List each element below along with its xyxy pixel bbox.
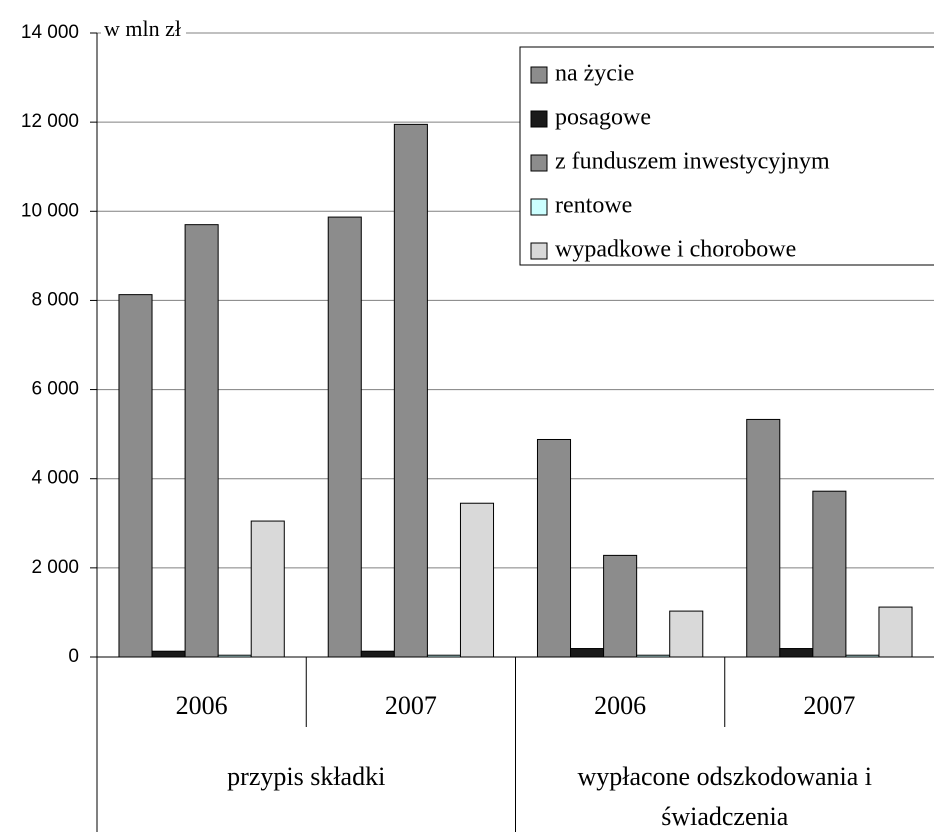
legend-label: z funduszem inwestycyjnym (555, 149, 830, 175)
x-tick-label: 2006 (176, 691, 228, 720)
bar (118, 294, 153, 658)
y-tick-label: 0 (68, 646, 79, 667)
bar (393, 123, 428, 658)
x-tick-label: 2006 (594, 691, 646, 720)
legend-label: na życie (555, 61, 634, 87)
y-tick-label: 12 000 (21, 111, 79, 132)
bar (250, 520, 285, 658)
y-tick-label: 14 000 (21, 22, 79, 43)
y-tick-label: 4 000 (31, 468, 79, 489)
legend-swatch (530, 110, 548, 128)
y-tick-label: 8 000 (31, 289, 79, 310)
legend-label: posagowe (555, 105, 651, 131)
legend-swatch (530, 198, 548, 216)
legend-swatch (530, 66, 548, 84)
legend-box (519, 46, 934, 266)
bar (746, 418, 781, 658)
group-label: przypis składki (227, 762, 386, 791)
group-label: wypłacone odszkodowania i świadczenia (577, 762, 873, 831)
x-tick-label: 2007 (803, 691, 855, 720)
legend-swatch (530, 154, 548, 172)
bar (459, 502, 495, 658)
y-tick-label: 2 000 (31, 557, 79, 578)
bar (669, 610, 704, 658)
bar (536, 438, 572, 658)
bar (812, 490, 847, 658)
y-tick-label: 6 000 (31, 379, 79, 400)
bar (603, 554, 638, 658)
legend-swatch (530, 242, 548, 260)
bar (570, 648, 605, 658)
bar (327, 216, 362, 658)
bar (184, 224, 219, 658)
y-label-bg (101, 19, 186, 47)
legend-label: rentowe (555, 193, 632, 219)
bar (151, 650, 186, 658)
y-tick-label: 10 000 (21, 200, 79, 221)
bar (779, 648, 814, 658)
bar (360, 650, 395, 658)
x-tick-label: 2007 (385, 691, 437, 720)
y-axis-label: w mln zł (104, 16, 181, 41)
legend-label: wypadkowe i chorobowe (555, 237, 796, 263)
bar (878, 606, 913, 658)
